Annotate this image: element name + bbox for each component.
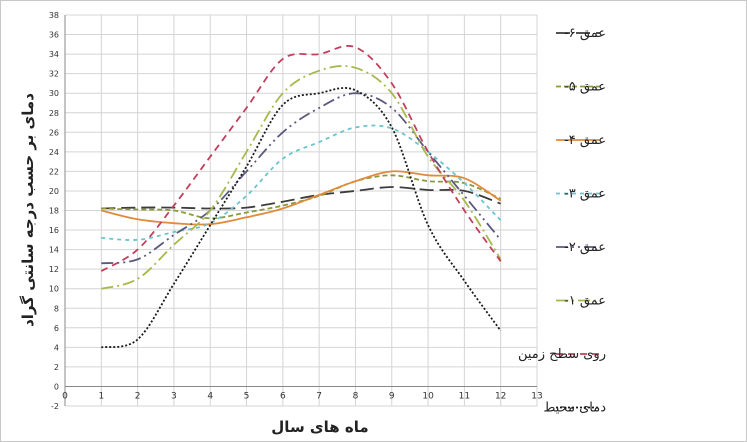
series-line-7: [100, 45, 502, 272]
x-tick-label: 4: [207, 391, 213, 401]
series-line-5: [101, 92, 502, 265]
series-lines: [100, 45, 502, 349]
y-tick-label: 6: [54, 324, 59, 333]
x-axis-label: ماه های سال: [271, 418, 368, 436]
y-tick-label: 26: [49, 128, 59, 137]
legend-label-7: روی سطح زمین: [518, 347, 606, 362]
y-tick-label: -2: [51, 402, 59, 411]
legend-label-4: عمق ۳-: [564, 187, 606, 202]
legend-label-6: عمق ۱-: [564, 294, 606, 309]
y-tick-label: 2: [54, 363, 59, 372]
y-tick-label: 24: [49, 148, 59, 157]
series-line-8: [101, 87, 502, 349]
x-tick-label: 3: [171, 391, 177, 401]
y-tick-label: 22: [49, 167, 59, 176]
y-tick-label: 30: [49, 89, 59, 98]
legend-label-1: عمق ۶-: [564, 26, 606, 41]
grid: [64, 14, 538, 407]
x-tick-label: 10: [422, 391, 434, 401]
y-tick-label: 0: [54, 382, 59, 391]
x-tick-label: 8: [353, 391, 359, 401]
series-line-1: [101, 186, 502, 210]
x-tick-label: 7: [316, 391, 322, 401]
legend-label-2: عمق ۵-: [564, 80, 606, 95]
legend-label-8: دمای محیط: [543, 401, 606, 416]
x-tick-label: 0: [62, 391, 68, 401]
y-tick-label: 38: [49, 11, 59, 20]
legend-label-5: عمق ۲-: [564, 240, 606, 255]
series-line-3: [101, 170, 502, 226]
legend: عمق ۶- عمق ۵- عمق ۴- عمق ۳- عمق ۲- عمق ۱- روی …: [518, 26, 606, 416]
y-tick-label: 16: [49, 226, 59, 235]
x-tick-label: 11: [459, 391, 470, 401]
x-tick-label: 6: [280, 391, 286, 401]
y-axis-label: دمای بر حسب درجه سانتی گراد: [19, 93, 37, 327]
y-tick-label: 8: [54, 304, 59, 313]
x-tick-label: 12: [495, 391, 506, 401]
y-tick-label: 12: [49, 265, 59, 274]
y-tick-label: 14: [49, 246, 59, 255]
y-tick-label: 20: [49, 187, 59, 196]
x-tick-label: 9: [389, 391, 395, 401]
x-tick-label: 13: [531, 391, 542, 401]
y-tick-label: 10: [49, 285, 59, 294]
y-tick-label: 28: [49, 109, 59, 118]
x-tick-label: 2: [135, 391, 141, 401]
y-tick-label: 18: [49, 207, 59, 216]
y-tick-label: 34: [49, 50, 59, 59]
y-tick-label: 4: [54, 343, 59, 352]
y-tick-label: 32: [49, 70, 59, 79]
x-tick-label: 1: [98, 391, 104, 401]
y-tick-label: 36: [49, 31, 59, 40]
x-tick-label: 5: [244, 391, 250, 401]
legend-label-3: عمق ۴-: [564, 133, 606, 148]
